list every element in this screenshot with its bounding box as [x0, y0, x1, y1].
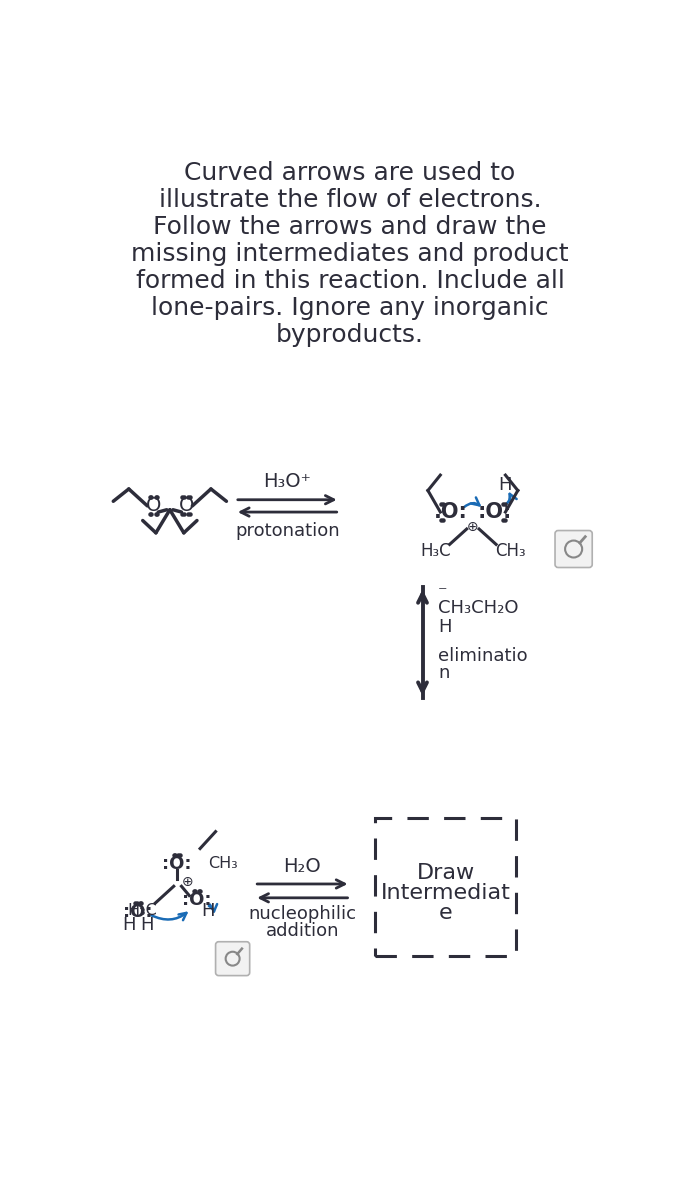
Text: H₃O⁺: H₃O⁺ [264, 472, 311, 491]
Text: eliminatio: eliminatio [438, 648, 528, 666]
Text: :O:: :O: [477, 502, 512, 522]
FancyArrowPatch shape [152, 913, 186, 920]
Text: :O:: :O: [124, 904, 153, 922]
Text: formed in this reaction. Include all: formed in this reaction. Include all [136, 269, 564, 293]
Text: Curved arrows are used to: Curved arrows are used to [184, 161, 516, 185]
Text: CH₃: CH₃ [208, 857, 238, 871]
Text: Follow the arrows and draw the: Follow the arrows and draw the [153, 215, 547, 239]
Text: H₃C: H₃C [420, 541, 451, 559]
Text: missing intermediates and product: missing intermediates and product [131, 241, 569, 265]
Text: H: H [438, 618, 451, 636]
Text: addition: addition [266, 922, 339, 940]
Text: H: H [499, 476, 512, 494]
Text: CH₃CH₂O: CH₃CH₂O [438, 599, 518, 617]
Text: O: O [178, 497, 194, 516]
Text: nucleophilic: nucleophilic [249, 905, 357, 923]
FancyBboxPatch shape [555, 530, 592, 568]
Text: ⊕: ⊕ [467, 521, 479, 534]
Text: e: e [439, 904, 453, 923]
Text: protonation: protonation [235, 522, 339, 540]
Text: Intermediat: Intermediat [381, 883, 511, 904]
Text: H₃C: H₃C [128, 904, 158, 918]
Text: illustrate the flow of electrons.: illustrate the flow of electrons. [158, 188, 542, 212]
FancyArrowPatch shape [464, 498, 479, 508]
Text: lone-pairs. Ignore any inorganic: lone-pairs. Ignore any inorganic [151, 295, 549, 319]
Text: .O:: .O: [434, 502, 468, 522]
Text: CH₃: CH₃ [494, 541, 525, 559]
Text: H: H [141, 916, 154, 934]
Text: O: O [146, 497, 161, 516]
FancyArrowPatch shape [209, 904, 217, 912]
Text: byproducts.: byproducts. [276, 323, 424, 347]
Text: H: H [122, 916, 135, 934]
Text: ⊕: ⊕ [182, 875, 193, 889]
Text: H: H [201, 902, 214, 920]
Text: ⁻: ⁻ [438, 584, 447, 602]
FancyBboxPatch shape [375, 817, 516, 956]
Text: n: n [438, 665, 449, 683]
Text: H₂O: H₂O [283, 857, 321, 876]
FancyBboxPatch shape [216, 942, 250, 976]
Text: :O:: :O: [162, 854, 191, 872]
FancyArrowPatch shape [506, 494, 516, 504]
Text: Draw: Draw [417, 863, 475, 883]
Text: :O:: :O: [182, 892, 212, 910]
